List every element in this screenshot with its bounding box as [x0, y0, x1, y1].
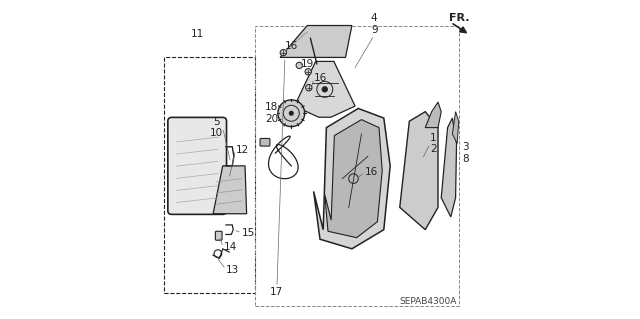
- Text: 18
20: 18 20: [265, 102, 278, 124]
- Circle shape: [321, 86, 328, 93]
- Text: 17: 17: [270, 287, 284, 297]
- FancyBboxPatch shape: [168, 117, 227, 214]
- Polygon shape: [213, 166, 246, 214]
- FancyBboxPatch shape: [216, 231, 222, 240]
- Polygon shape: [441, 118, 456, 217]
- Text: 4
9: 4 9: [371, 13, 378, 35]
- FancyBboxPatch shape: [260, 138, 270, 146]
- Circle shape: [305, 69, 312, 75]
- Ellipse shape: [225, 177, 234, 193]
- Polygon shape: [294, 62, 355, 117]
- Text: 5
10: 5 10: [209, 117, 223, 138]
- Text: 19: 19: [301, 59, 314, 69]
- Text: 16: 16: [365, 167, 378, 177]
- Text: 12: 12: [236, 145, 249, 155]
- Polygon shape: [452, 112, 459, 144]
- Circle shape: [280, 49, 287, 56]
- Circle shape: [296, 62, 303, 69]
- Polygon shape: [425, 102, 441, 128]
- Text: 3
8: 3 8: [462, 142, 468, 164]
- Text: 16: 16: [285, 41, 298, 51]
- Text: 14: 14: [223, 242, 237, 252]
- Circle shape: [278, 100, 305, 127]
- Polygon shape: [280, 26, 352, 57]
- Circle shape: [306, 85, 312, 91]
- Text: 13: 13: [226, 264, 239, 275]
- Text: FR.: FR.: [449, 12, 470, 23]
- Text: 15: 15: [242, 228, 255, 238]
- Text: 16: 16: [314, 73, 327, 83]
- Polygon shape: [314, 108, 390, 249]
- Polygon shape: [400, 112, 438, 230]
- Text: 11: 11: [191, 29, 204, 39]
- Text: 1
2: 1 2: [430, 133, 436, 154]
- Circle shape: [289, 111, 294, 116]
- Text: SEPAB4300A: SEPAB4300A: [400, 297, 457, 306]
- Polygon shape: [324, 120, 382, 238]
